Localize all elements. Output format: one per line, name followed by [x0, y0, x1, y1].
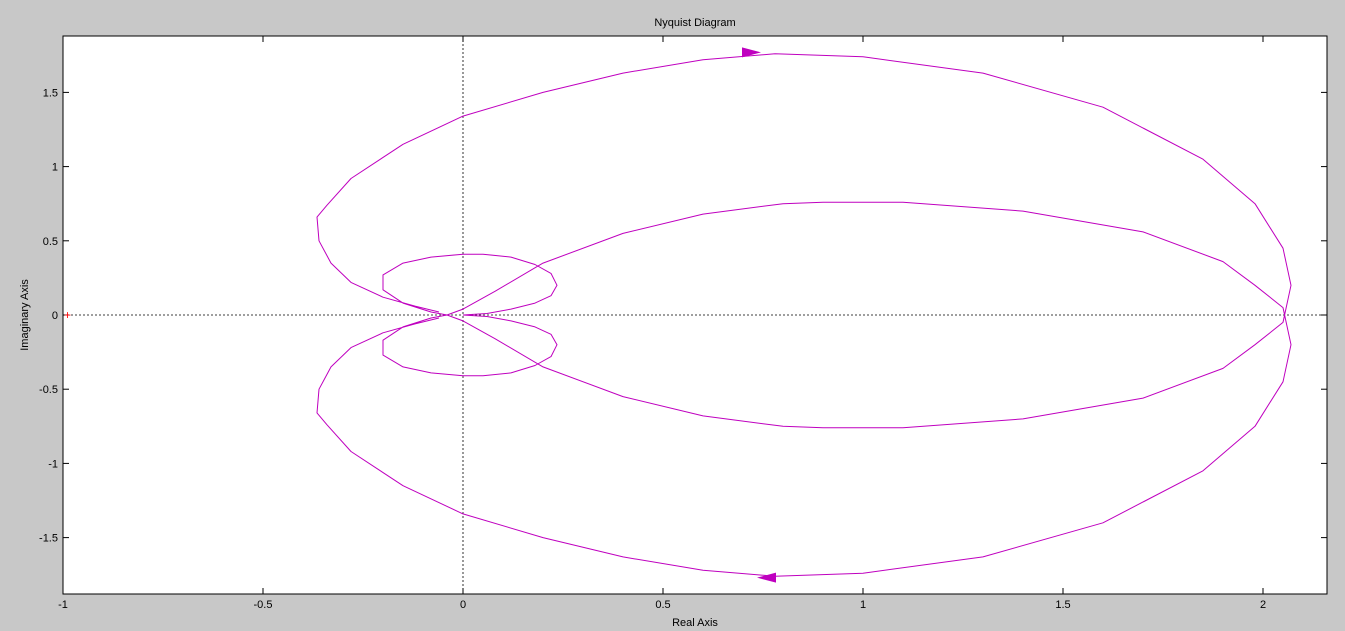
- y-tick-label: -0.5: [39, 384, 58, 396]
- axis-ticks: -1 -0.5 0 0.5 1 1.5 2 1.5 1 0.5 0 -0.5 -1 -1.5: [39, 36, 1327, 611]
- x-tick-label: 1.5: [1055, 599, 1070, 611]
- y-axis-label: Imaginary Axis: [19, 279, 31, 351]
- direction-arrow: [757, 572, 776, 583]
- chart-title: Nyquist Diagram: [654, 17, 735, 29]
- x-tick-label: -1: [58, 599, 68, 611]
- x-tick-label: 1: [860, 599, 866, 611]
- x-tick-label: 0.5: [655, 599, 670, 611]
- x-tick-label: 2: [1260, 599, 1266, 611]
- x-axis-label: Real Axis: [672, 617, 718, 629]
- y-tick-label: 0: [52, 310, 58, 322]
- nyquist-curves: [316, 53, 1292, 577]
- x-tick-label: -0.5: [254, 599, 273, 611]
- axis-lines: [63, 36, 1327, 594]
- direction-arrow: [742, 47, 761, 58]
- nyquist-curve-line: [316, 201, 1292, 577]
- x-tick-label: 0: [460, 599, 466, 611]
- markers: +: [64, 47, 776, 583]
- y-tick-label: -1: [48, 458, 58, 470]
- y-tick-label: -1.5: [39, 533, 58, 545]
- nyquist-curve-line: [316, 53, 1292, 429]
- y-tick-label: 0.5: [43, 236, 58, 248]
- y-tick-label: 1: [52, 162, 58, 174]
- y-tick-label: 1.5: [43, 87, 58, 99]
- critical-point-marker: +: [64, 308, 71, 322]
